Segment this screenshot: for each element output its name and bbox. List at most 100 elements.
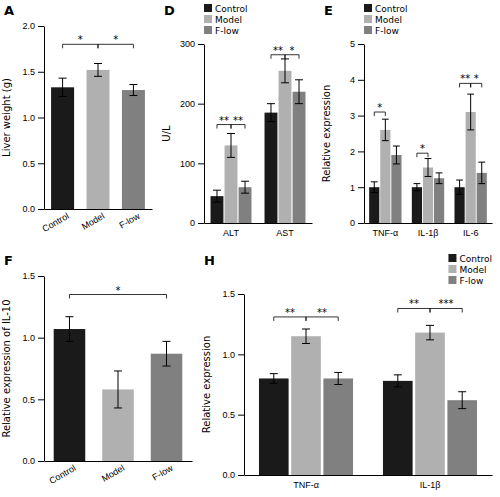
plot: 0.00.51.01.52.0Liver weight (g)ControlMo… bbox=[1, 21, 153, 234]
y-tick: 1 bbox=[350, 183, 364, 193]
y-tick-label: 200 bbox=[180, 99, 195, 109]
y-tick-label: 2.0 bbox=[22, 21, 35, 31]
y-tick-mark bbox=[238, 294, 244, 295]
legend-item: Model bbox=[448, 265, 486, 275]
y-tick: 4 bbox=[350, 75, 364, 85]
legend: ControlModelF-low bbox=[448, 254, 492, 286]
x-tick: IL-1β bbox=[420, 480, 441, 490]
x-tick-label: IL-6 bbox=[463, 228, 479, 238]
x-tick-label: IL-1β bbox=[418, 228, 439, 238]
annotations: ** bbox=[63, 34, 134, 48]
y-tick-label: 0.5 bbox=[22, 159, 35, 169]
y-tick: 1.5 bbox=[22, 271, 44, 281]
y-tick-label: 3 bbox=[350, 111, 355, 121]
y-tick: 2.0 bbox=[22, 21, 44, 31]
y-tick: 0.5 bbox=[22, 159, 44, 169]
y-tick-mark bbox=[238, 354, 244, 355]
plot: 0.00.51.01.5Relative expressionTNF-αIL-1… bbox=[201, 289, 493, 490]
annotations: * bbox=[69, 285, 166, 299]
y-tick-label: 1.0 bbox=[22, 333, 35, 343]
y-tick-mark bbox=[198, 163, 204, 164]
y-tick-mark bbox=[38, 26, 44, 27]
legend-swatch bbox=[204, 26, 212, 34]
x-axis-line bbox=[245, 475, 493, 476]
y-axis-title: U/L bbox=[161, 125, 172, 142]
y-tick-mark bbox=[238, 475, 244, 476]
error-bar bbox=[393, 146, 400, 164]
y-tick: 5 bbox=[350, 39, 364, 49]
y-tick-label: 0.5 bbox=[22, 395, 35, 405]
y-tick: 300 bbox=[180, 39, 204, 49]
panel: F0.00.51.01.5Relative expression of IL-1… bbox=[1, 253, 193, 486]
y-axis-line bbox=[44, 277, 45, 462]
y-tick-label: 1 bbox=[350, 183, 355, 193]
y-tick-mark bbox=[38, 209, 44, 210]
y-tick: 3 bbox=[350, 111, 364, 121]
marks bbox=[369, 94, 487, 223]
bar bbox=[291, 336, 321, 475]
y-tick-label: 1.5 bbox=[22, 67, 35, 77]
error-bar bbox=[436, 173, 443, 184]
sig-label: ** bbox=[317, 307, 327, 318]
bar bbox=[391, 155, 401, 223]
y-tick-label: 0.5 bbox=[222, 410, 235, 420]
legend-item: F-low bbox=[364, 26, 399, 36]
y-axis: 0100200300 bbox=[180, 39, 205, 228]
bar bbox=[122, 90, 145, 209]
y-tick-mark bbox=[358, 44, 364, 45]
x-tick: IL-6 bbox=[463, 228, 479, 238]
y-tick-mark bbox=[38, 276, 44, 277]
legend-label: Control bbox=[375, 4, 408, 14]
legend-label: Model bbox=[375, 15, 402, 25]
legend-item: Control bbox=[448, 254, 492, 264]
error-bar bbox=[65, 317, 73, 342]
error-bar bbox=[456, 180, 463, 194]
legend-swatch bbox=[364, 4, 372, 12]
error-bar bbox=[94, 64, 102, 77]
bar bbox=[323, 378, 353, 475]
title: E bbox=[324, 3, 333, 18]
y-tick-mark bbox=[198, 44, 204, 45]
title: A bbox=[4, 3, 14, 18]
legend-swatch bbox=[448, 254, 456, 262]
plot: 0.00.51.01.5Relative expression of IL-10… bbox=[1, 271, 193, 486]
y-tick-label: 0 bbox=[350, 218, 355, 228]
legend-label: Model bbox=[215, 15, 242, 25]
sig-label: * bbox=[78, 34, 83, 45]
y-tick-mark bbox=[358, 187, 364, 188]
x-axis: ControlModelF-low bbox=[41, 210, 153, 234]
error-bar bbox=[227, 134, 235, 158]
title: F bbox=[4, 253, 13, 268]
x-tick: Model bbox=[80, 211, 106, 232]
x-tick: Control bbox=[47, 463, 77, 486]
x-tick-label: F-low bbox=[117, 211, 141, 231]
y-axis-line bbox=[244, 295, 245, 476]
y-tick: 1.5 bbox=[222, 289, 244, 299]
x-axis: TNF-αIL-1βIL-6 bbox=[365, 224, 493, 238]
legend-item: Control bbox=[364, 4, 408, 14]
y-axis: 012345 bbox=[350, 39, 365, 228]
y-tick: 0 bbox=[350, 218, 364, 228]
y-tick-label: 0.0 bbox=[222, 470, 235, 480]
error-bar bbox=[425, 159, 432, 177]
sig-label: * bbox=[113, 34, 118, 45]
bar bbox=[51, 87, 74, 209]
error-bar bbox=[302, 329, 310, 343]
y-tick-mark bbox=[38, 163, 44, 164]
bar bbox=[412, 187, 422, 223]
y-tick: 0.5 bbox=[22, 395, 44, 405]
error-bar bbox=[295, 80, 303, 104]
y-axis-line bbox=[364, 45, 365, 224]
legend-swatch bbox=[448, 276, 456, 284]
title: D bbox=[164, 3, 175, 18]
legend-swatch bbox=[448, 265, 456, 273]
y-tick-label: 300 bbox=[180, 39, 195, 49]
error-bar bbox=[371, 182, 378, 193]
x-tick: IL-1β bbox=[418, 228, 439, 238]
y-tick: 0.0 bbox=[22, 204, 44, 214]
y-tick-mark bbox=[358, 223, 364, 224]
x-tick-label: Control bbox=[47, 463, 77, 486]
y-axis: 0.00.51.01.5 bbox=[222, 289, 244, 480]
annotations: ***** bbox=[374, 73, 481, 157]
y-tick: 0.0 bbox=[222, 470, 244, 480]
